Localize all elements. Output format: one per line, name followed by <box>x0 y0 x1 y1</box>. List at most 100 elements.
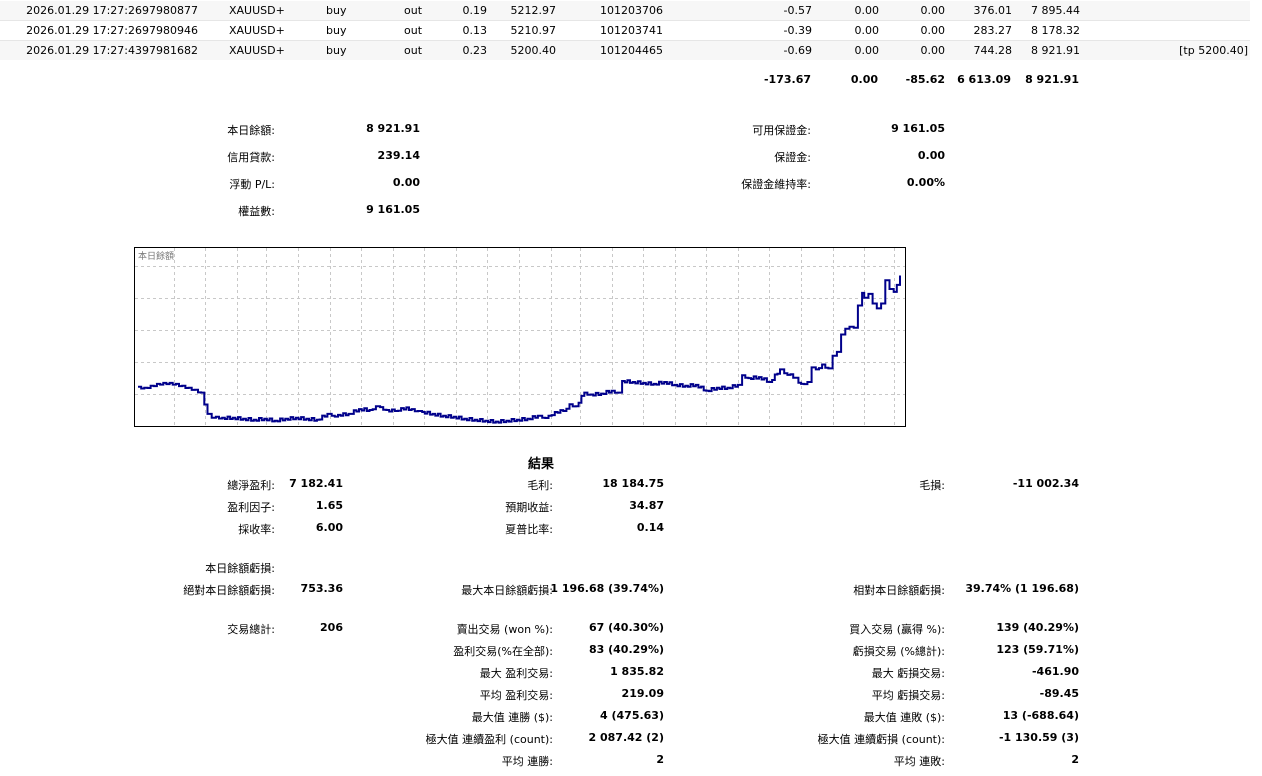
average-consecutive-losses-value: 2 <box>1071 753 1079 766</box>
deal-profit: 283.27 <box>973 24 1013 37</box>
average-consecutive-losses-label: 平均 連敗: <box>893 755 945 768</box>
absolute-drawdown-label: 絕對本日餘額虧損: <box>183 584 275 597</box>
loss-trades-label: 虧損交易 (%總計): <box>852 645 945 658</box>
absolute-drawdown-value: 753.36 <box>300 582 343 595</box>
deal-id: 97980877 <box>142 4 198 17</box>
margin-value: 0.00 <box>917 149 945 162</box>
deal-price: 5212.97 <box>510 4 557 17</box>
long-trades-value: 139 (40.29%) <box>996 621 1079 634</box>
margin-level-value: 0.00% <box>906 176 945 189</box>
gross-profit-label: 毛利: <box>527 479 553 492</box>
largest-loss-value: -461.90 <box>1031 665 1079 678</box>
average-consecutive-wins-value: 2 <box>656 753 664 766</box>
deal-volume: 0.13 <box>462 24 488 37</box>
recovery-factor-value: 6.00 <box>315 521 343 534</box>
deal-commission: -0.57 <box>783 4 812 17</box>
gross-loss-value: -11 002.34 <box>1012 477 1079 490</box>
deal-order: 101203741 <box>600 24 663 37</box>
deal-type: buy <box>326 24 347 37</box>
expected-payoff-label: 預期收益: <box>505 501 553 514</box>
deal-comment: [tp 5200.40] <box>1179 44 1248 57</box>
results-title: 結果 <box>528 457 555 472</box>
credit-label: 信用貸款: <box>227 151 275 164</box>
floating-pl-label: 浮動 P/L: <box>229 178 275 191</box>
chart-frame <box>134 247 906 427</box>
net-profit-label: 總淨盈利: <box>227 479 275 492</box>
max-consecutive-losses-label: 最大值 連敗 ($): <box>863 711 945 724</box>
equity-value: 9 161.05 <box>366 203 420 216</box>
max-consecutive-loss-label: 極大值 連續虧損 (count): <box>817 733 945 746</box>
max-consecutive-profit-value: 2 087.42 (2) <box>588 731 664 744</box>
gross-profit-value: 18 184.75 <box>602 477 664 490</box>
short-trades-label: 賣出交易 (won %): <box>456 623 553 636</box>
drawdown-header: 本日餘額虧損: <box>205 562 275 575</box>
deal-fee: 0.00 <box>854 24 880 37</box>
total-profit: 6 613.09 <box>957 73 1011 86</box>
chart-grid <box>135 248 905 426</box>
deal-time: 2026.01.29 17:27:43 <box>26 44 142 57</box>
short-trades-value: 67 (40.30%) <box>588 621 664 634</box>
largest-profit-label: 最大 盈利交易: <box>479 667 553 680</box>
deal-symbol: XAUUSD+ <box>229 24 285 37</box>
total-trades-label: 交易總計: <box>227 623 275 636</box>
deal-direction: out <box>404 44 423 57</box>
max-consecutive-wins-label: 最大值 連勝 ($): <box>471 711 553 724</box>
balance-series-line <box>138 275 901 424</box>
average-loss-value: -89.45 <box>1039 687 1079 700</box>
total-trades-value: 206 <box>320 621 343 634</box>
deal-order: 101203706 <box>600 4 663 17</box>
deal-direction: out <box>404 4 423 17</box>
deal-volume: 0.19 <box>462 4 488 17</box>
average-consecutive-wins-label: 平均 連勝: <box>501 755 553 768</box>
balance-value: 8 921.91 <box>366 122 420 135</box>
max-consecutive-losses-value: 13 (-688.64) <box>1002 709 1079 722</box>
deal-swap: 0.00 <box>920 24 946 37</box>
deal-price: 5210.97 <box>510 24 557 37</box>
balance-chart: 0173247617691106121136151166181196210225… <box>134 247 906 427</box>
max-consecutive-profit-label: 極大值 連續盈利 (count): <box>425 733 553 746</box>
relative-drawdown-label: 相對本日餘額虧損: <box>853 584 945 597</box>
deal-profit: 744.28 <box>973 44 1013 57</box>
deal-type: buy <box>326 4 347 17</box>
gross-loss-label: 毛損: <box>919 479 945 492</box>
profit-factor-value: 1.65 <box>315 499 343 512</box>
deal-symbol: XAUUSD+ <box>229 44 285 57</box>
deal-id: 97980946 <box>142 24 198 37</box>
expected-payoff-value: 34.87 <box>629 499 664 512</box>
deal-fee: 0.00 <box>854 44 880 57</box>
deal-commission: -0.69 <box>783 44 812 57</box>
deal-balance: 8 921.91 <box>1031 44 1080 57</box>
total-commission: -173.67 <box>763 73 811 86</box>
total-swap: -85.62 <box>905 73 945 86</box>
deal-balance: 8 178.32 <box>1031 24 1080 37</box>
equity-label: 權益數: <box>238 205 275 218</box>
free-margin-label: 可用保證金: <box>752 124 811 137</box>
net-profit-value: 7 182.41 <box>289 477 343 490</box>
table-row: 2026.01.29 17:27:26 97980877 XAUUSD+ buy… <box>0 1 1250 20</box>
deal-order: 101204465 <box>600 44 663 57</box>
deal-direction: out <box>404 24 423 37</box>
deal-commission: -0.39 <box>783 24 812 37</box>
deal-time: 2026.01.29 17:27:26 <box>26 4 142 17</box>
deal-swap: 0.00 <box>920 4 946 17</box>
deal-price: 5200.40 <box>510 44 557 57</box>
margin-label: 保證金: <box>774 151 811 164</box>
deal-id: 97981682 <box>142 44 198 57</box>
profit-trades-label: 盈利交易(%在全部): <box>453 645 553 658</box>
sharpe-ratio-value: 0.14 <box>636 521 664 534</box>
deal-fee: 0.00 <box>854 4 880 17</box>
largest-loss-label: 最大 虧損交易: <box>871 667 945 680</box>
recovery-factor-label: 採收率: <box>238 523 275 536</box>
profit-factor-label: 盈利因子: <box>227 501 275 514</box>
loss-trades-value: 123 (59.71%) <box>996 643 1079 656</box>
max-consecutive-loss-value: -1 130.59 (3) <box>998 731 1079 744</box>
total-balance: 8 921.91 <box>1025 73 1079 86</box>
average-profit-value: 219.09 <box>621 687 664 700</box>
credit-value: 239.14 <box>377 149 420 162</box>
sharpe-ratio-label: 夏普比率: <box>505 523 553 536</box>
average-loss-label: 平均 虧損交易: <box>871 689 945 702</box>
deal-symbol: XAUUSD+ <box>229 4 285 17</box>
deal-balance: 7 895.44 <box>1031 4 1080 17</box>
table-row: 2026.01.29 17:27:43 97981682 XAUUSD+ buy… <box>0 41 1250 60</box>
max-consecutive-wins-value: 4 (475.63) <box>600 709 664 722</box>
